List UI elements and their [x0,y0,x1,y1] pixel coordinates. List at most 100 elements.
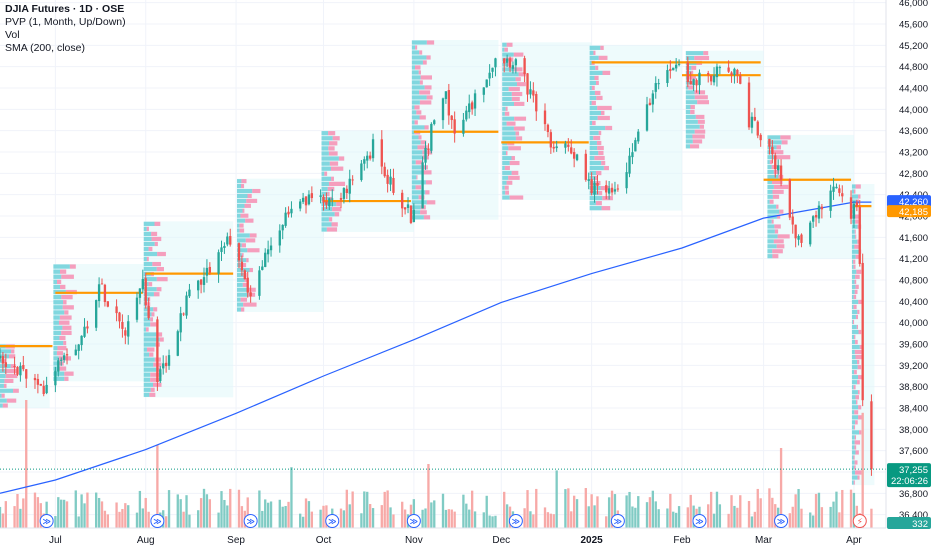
events-icon[interactable]: ≫ [692,514,707,528]
profile-row-down [62,305,74,310]
profile-row-up [685,100,698,105]
profile-row-up [851,475,858,480]
last-price-badge-text: 37,255 [899,465,928,476]
profile-row-down [772,254,779,259]
legend-pvp[interactable]: PVP (1, Month, Up/Down) [5,16,126,28]
profile-row-down [338,156,345,161]
events-icon[interactable]: ≫ [39,514,54,528]
profile-row-up [851,269,857,274]
volume-bar [403,509,407,528]
volume-bar [468,509,471,528]
profile-row-up [589,85,592,91]
profile-row-up [851,355,856,360]
profile-row-down [855,219,859,224]
events-icon[interactable]: ≫ [406,514,421,528]
profile-row-up [851,304,854,310]
profile-row-down [425,180,432,185]
volume-bar [97,497,101,528]
profile-row-down [773,239,784,244]
profile-row-down [596,140,602,146]
legend-symbol[interactable]: DJIA Futures · 1D · OSE [5,3,125,15]
profile-row-up [502,175,509,180]
flash-icon[interactable]: ⚡ [852,514,867,528]
events-icon[interactable]: ≫ [325,514,340,528]
candle-body [779,165,783,180]
price-tick-label: 42,800 [899,169,928,180]
volume-bar [54,516,57,528]
profile-row-up [53,295,62,300]
candle-body [328,198,331,207]
profile-row-down [859,430,862,435]
profile-row-up [851,184,856,189]
time-axis-background[interactable] [0,528,886,550]
volume-bar [269,501,273,528]
profile-row-down [596,95,603,101]
profile-row-up [321,166,331,171]
events-icon[interactable]: ≫ [610,514,625,528]
candle-body [264,252,267,267]
profile-row-down [248,292,256,297]
time-axis[interactable]: Jul Aug Sep Oct Nov Dec 2025 Feb Mar Apr [49,535,862,546]
volume-bar [809,512,812,528]
candle-body [287,211,290,215]
profile-row-up [851,324,857,330]
profile-row-down [424,125,429,130]
volume-bar [523,508,526,528]
profile-row-down [148,246,153,252]
profile-row-up [589,50,594,55]
profile-row-up [767,204,777,209]
volume-bar [753,511,757,528]
volume-bar [360,513,363,528]
profile-row-up [0,378,5,383]
candle-body [715,66,719,78]
legend-sma[interactable]: SMA (200, close) [5,42,85,54]
volume-bar [739,495,742,528]
candle-body [383,166,386,177]
profile-row-down [415,45,418,50]
events-icon[interactable]: ≫ [774,514,789,528]
candle-body [240,261,244,271]
volume-bar [488,515,491,528]
candle-body [809,222,812,245]
profile-row-up [502,52,514,57]
profile-row-down [854,244,860,249]
candle-body [424,147,427,163]
profile-row-up [321,176,332,181]
profile-row-down [514,101,525,106]
profile-row-up [685,139,693,144]
events-icon[interactable]: ≫ [243,514,258,528]
profile-row-down [56,279,62,285]
profile-row-up [236,272,244,278]
volume-bar [240,506,244,528]
event-icons[interactable]: ≫ ≫ ≫ ≫ ≫ ≫ ≫ ≫ ≫ ⚡ [39,514,867,528]
candle-body [60,359,63,361]
profile-row-down [240,213,249,218]
profile-row-down [593,175,598,181]
price-axis-background[interactable] [886,0,932,550]
volume-bar [491,516,494,528]
events-icon[interactable]: ≫ [150,514,165,528]
profile-row-down [506,121,516,126]
candle-body [491,67,494,72]
profile-row-down [591,85,595,91]
volume-bar [651,490,655,528]
profile-row-up [851,189,854,194]
legend-vol[interactable]: Vol [5,29,20,41]
profile-row-up [589,125,606,131]
profile-row-down [703,51,709,56]
volume-bar [529,511,532,528]
time-tick-label: Aug [137,535,155,546]
profile-row-down [855,234,857,239]
volume-bar [319,509,322,528]
profile-row-up [767,150,773,155]
volume-bar [363,491,366,528]
candle-body [555,146,558,149]
volume-bar [421,509,424,528]
profile-row-down [504,165,510,171]
candle-body [861,262,864,401]
events-icon[interactable]: ≫ [508,514,523,528]
price-tick-label: 39,600 [899,340,928,351]
volume-bar [424,508,427,528]
